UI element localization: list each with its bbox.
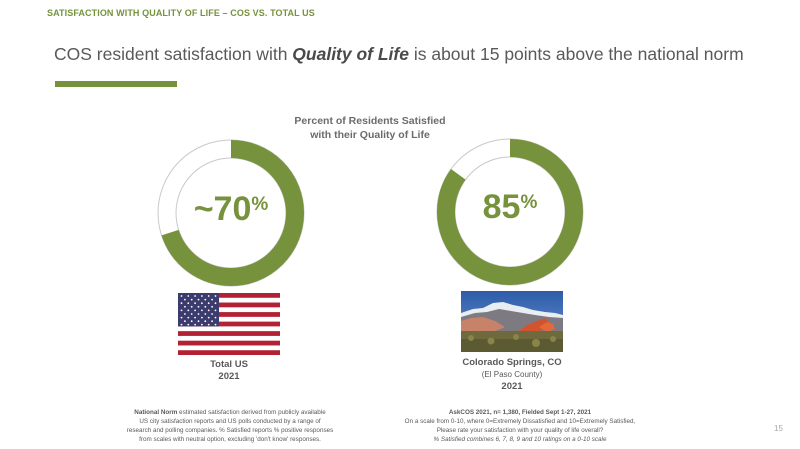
caption-year: 2021: [218, 371, 240, 382]
donut-value-total-us: ~70%: [193, 190, 269, 228]
caption-location: Total US: [210, 359, 248, 370]
page-number: 15: [774, 424, 783, 433]
title-emphasis: Quality of Life: [292, 44, 409, 64]
caption-colorado-springs: Colorado Springs, CO (El Paso County) 20…: [447, 357, 577, 393]
donut-segment-satisfied: [158, 140, 304, 286]
title-text-post: is about 15 points above the national no…: [408, 44, 744, 64]
caption-location: Colorado Springs, CO: [462, 357, 562, 368]
title-text-pre: COS resident satisfaction with: [54, 44, 293, 64]
caption-total-us: Total US 2021: [169, 359, 289, 383]
donut-total-us: [157, 139, 305, 287]
page-title: COS resident satisfaction with Quality o…: [54, 44, 744, 65]
chart-title-line2: with their Quality of Life: [310, 129, 430, 141]
donut-segment-satisfied: [437, 139, 583, 285]
caption-county: (El Paso County): [481, 370, 543, 379]
footnote-national-norm: National Norm estimated satisfaction der…: [126, 409, 334, 443]
donut-colorado-springs: [436, 138, 584, 286]
chart-title: Percent of Residents Satisfied with thei…: [270, 114, 470, 142]
accent-bar: [55, 81, 177, 87]
caption-year: 2021: [501, 381, 523, 392]
chart-title-line1: Percent of Residents Satisfied: [294, 115, 446, 127]
us-flag-image: [178, 293, 280, 355]
donut-value-colorado-springs: 85%: [482, 188, 538, 226]
section-kicker: SATISFACTION WITH QUALITY OF LIFE – COS …: [47, 8, 315, 18]
colorado-springs-photo: [461, 291, 563, 352]
footnote-askcos: AskCOS 2021, n= 1,380, Fielded Sept 1-27…: [404, 409, 636, 443]
